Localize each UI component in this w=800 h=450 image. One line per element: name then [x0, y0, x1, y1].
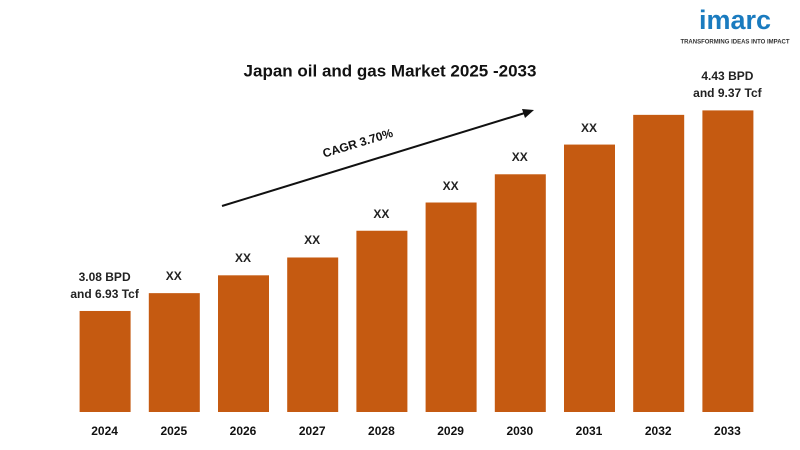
cagr-arrow: [221, 111, 529, 207]
arrow-head: [522, 109, 534, 118]
value-label-box: 4.43 BPD and 9.37 Tcf: [693, 69, 762, 101]
value-label-box: XX: [165, 269, 182, 284]
x-tick-label: 2030: [506, 424, 533, 438]
bar: [218, 275, 269, 412]
value-label: XX: [165, 269, 182, 284]
x-tick-label: 2024: [91, 424, 118, 438]
bar: [79, 310, 131, 412]
bar: [494, 174, 546, 412]
x-tick-label: 2028: [368, 424, 395, 438]
value-label-box: XX: [234, 251, 251, 266]
bar: [425, 202, 477, 412]
value-label: XX: [580, 120, 597, 135]
value-label: 4.43 BPD and 9.37 Tcf: [693, 69, 762, 101]
value-label-box: XX: [373, 206, 390, 221]
x-tick-label: 2026: [230, 424, 257, 438]
bar: [633, 114, 685, 412]
logo-tagline: TRANSFORMING IDEAS INTO IMPACT: [680, 40, 789, 46]
bar: [148, 293, 200, 412]
logo-name: imarc: [699, 5, 771, 35]
value-label: XX: [373, 206, 390, 221]
value-label-box: 3.08 BPD and 6.93 Tcf: [70, 269, 139, 301]
value-label: XX: [511, 150, 528, 165]
bar: [356, 230, 408, 412]
value-label-box: XX: [304, 233, 321, 248]
x-tick-label: 2027: [299, 424, 326, 438]
bar: [564, 144, 615, 413]
chart-title: Japan oil and gas Market 2025 -2033: [244, 61, 537, 80]
value-label: XX: [234, 251, 251, 266]
value-label-box: XX: [580, 120, 597, 135]
x-tick-label: 2033: [714, 424, 741, 438]
value-label: XX: [442, 178, 459, 193]
x-tick-label: 2032: [645, 424, 672, 438]
x-tick-label: 2025: [160, 424, 187, 438]
value-label-box: XX: [442, 178, 459, 193]
value-label: XX: [304, 233, 321, 248]
value-label: 3.08 BPD and 6.93 Tcf: [70, 269, 139, 301]
bar: [702, 110, 754, 413]
x-tick-label: 2031: [576, 424, 603, 438]
x-tick-label: 2029: [437, 424, 464, 438]
value-label-box: XX: [511, 150, 528, 165]
bar: [287, 257, 339, 412]
